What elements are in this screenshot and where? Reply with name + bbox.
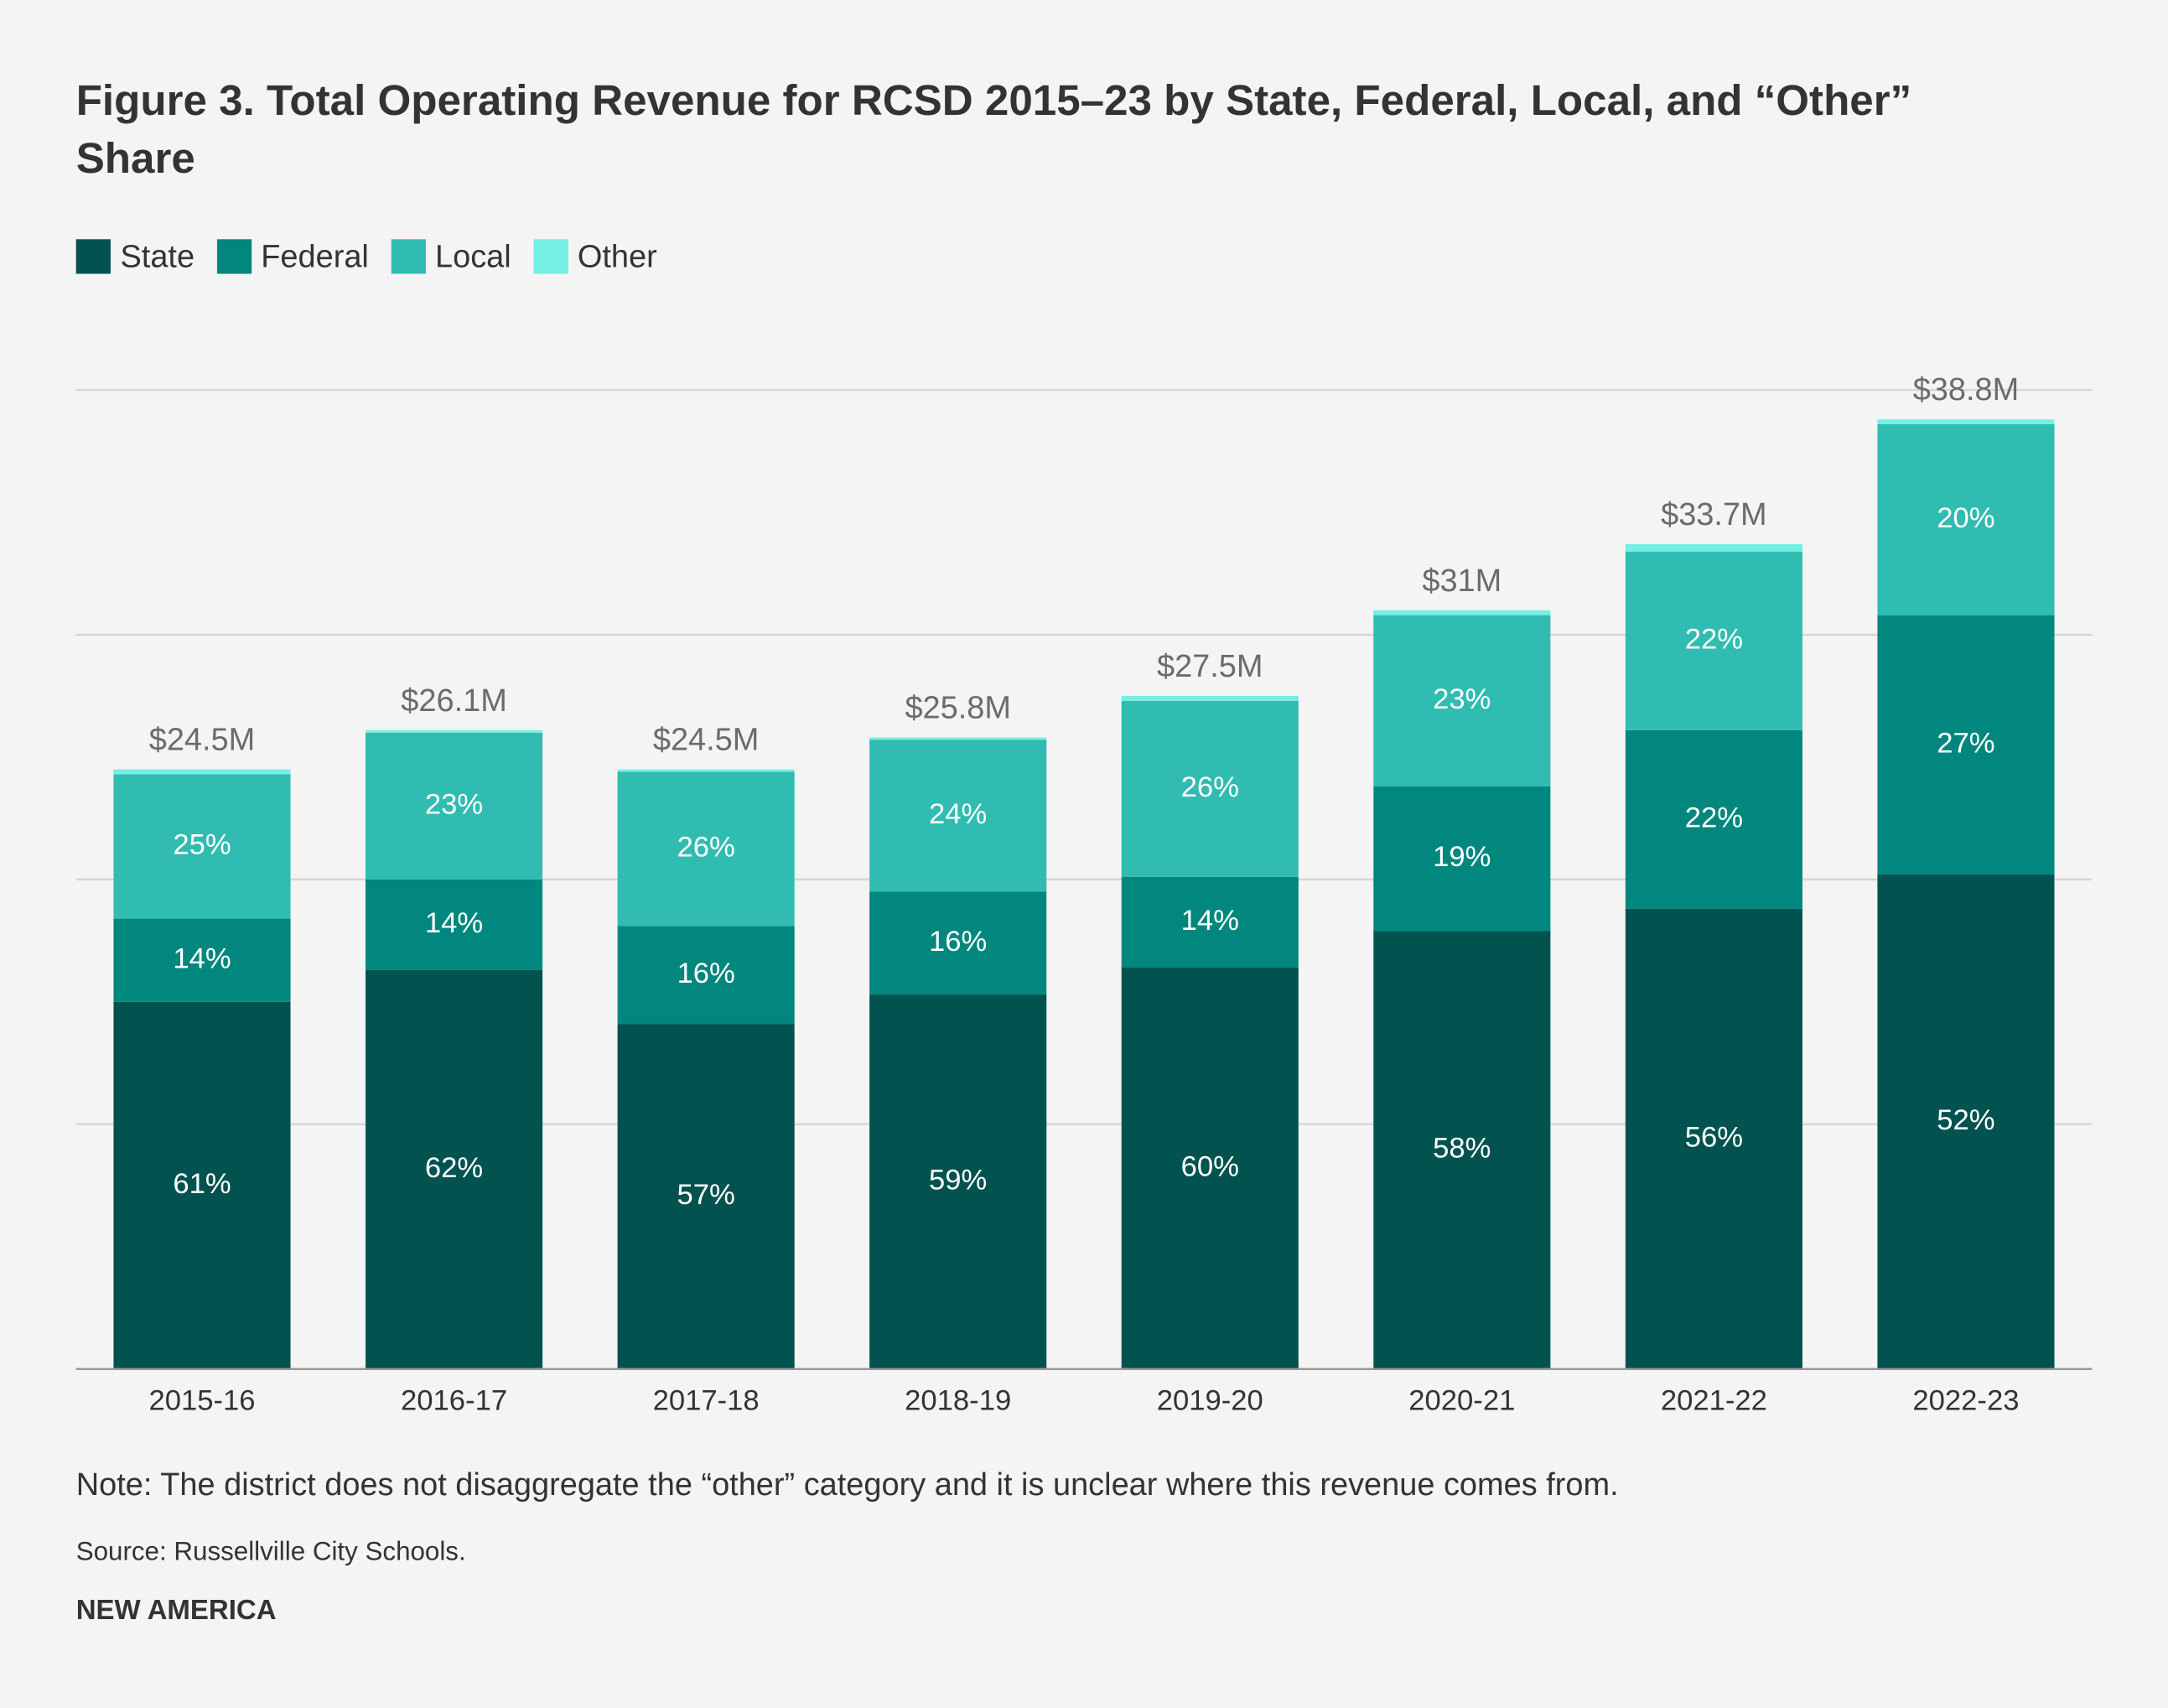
- share-label: 52%: [1937, 1104, 1994, 1136]
- bar-segment: [113, 1001, 291, 1369]
- bar-segment: [113, 918, 291, 1002]
- x-tick-label: 2017-18: [653, 1384, 760, 1416]
- share-label: 60%: [1181, 1150, 1239, 1182]
- bar-segment: [617, 1024, 795, 1369]
- bar-segment: [869, 737, 1047, 740]
- bar-segment: [1121, 876, 1299, 968]
- share-label: 16%: [677, 958, 734, 989]
- share-label: 62%: [425, 1152, 483, 1184]
- bar-segment: [1877, 615, 2055, 875]
- legend-item: Local: [391, 238, 511, 276]
- share-label: 20%: [1937, 502, 1994, 534]
- brand: NEW AMERICA: [75, 1596, 277, 1627]
- bar-segment: [1877, 875, 2055, 1369]
- bar-segment: [1121, 700, 1299, 877]
- bar-segment: [1373, 786, 1551, 932]
- x-tick-label: 2019-20: [1157, 1384, 1263, 1416]
- legend: State Federal Local Other: [75, 237, 657, 276]
- legend-swatch: [216, 239, 252, 274]
- x-tick-label: 2020-21: [1408, 1384, 1515, 1416]
- bar-segment: [1373, 615, 1551, 787]
- chart-title: Figure 3. Total Operating Revenue for RC…: [75, 75, 1912, 183]
- share-label: 25%: [173, 829, 231, 861]
- bar-segment: [366, 729, 543, 733]
- x-tick-label: 2018-19: [905, 1384, 1011, 1416]
- legend-swatch: [391, 239, 426, 274]
- bar-segment: [869, 891, 1047, 995]
- share-label: 57%: [677, 1179, 734, 1211]
- share-label: 14%: [173, 942, 231, 974]
- share-label: 26%: [677, 832, 734, 864]
- share-label: 22%: [1685, 802, 1743, 834]
- bar-segment: [366, 879, 543, 970]
- share-label: 56%: [1685, 1121, 1743, 1153]
- share-label: 27%: [1937, 727, 1994, 759]
- bar-segment: [1373, 931, 1551, 1369]
- bar-segment: [1625, 551, 1802, 730]
- share-label: 58%: [1433, 1133, 1491, 1165]
- share-label: 22%: [1685, 623, 1743, 655]
- share-label: 23%: [1433, 683, 1491, 715]
- x-tick-label: 2016-17: [401, 1384, 507, 1416]
- bar-segment: [617, 771, 795, 927]
- bar-segment: [1373, 610, 1551, 615]
- bar-segment: [113, 769, 291, 775]
- bar-segment: [1625, 908, 1802, 1369]
- bar-segment: [1877, 423, 2055, 615]
- note: Note: The district does not disaggregate…: [75, 1466, 1619, 1503]
- legend-label: State: [120, 237, 195, 274]
- bar-segment: [1877, 419, 2055, 424]
- total-label: $33.7M: [1661, 497, 1767, 532]
- total-label: $24.5M: [653, 723, 760, 758]
- legend-item: Federal: [216, 237, 369, 276]
- x-tick-label: 2021-22: [1661, 1384, 1767, 1416]
- bar-segment: [366, 969, 543, 1369]
- bar-segment: [617, 926, 795, 1025]
- legend-swatch: [75, 239, 111, 274]
- legend-item: Other: [533, 238, 657, 276]
- legend-swatch: [533, 239, 568, 274]
- x-tick-label: 2022-23: [1912, 1384, 2019, 1416]
- share-label: 61%: [173, 1168, 231, 1200]
- total-label: $27.5M: [1157, 649, 1263, 684]
- total-label: $38.8M: [1913, 372, 2020, 408]
- total-label: $25.8M: [905, 691, 1011, 726]
- legend-label: Other: [577, 237, 657, 274]
- total-label: $26.1M: [401, 683, 507, 719]
- legend-item: State: [75, 237, 195, 276]
- bar-segment: [113, 774, 291, 919]
- bar-segment: [1625, 729, 1802, 909]
- source: Source: Russellville City Schools.: [75, 1537, 466, 1567]
- share-label: 23%: [425, 788, 483, 820]
- bar-segment: [1121, 967, 1299, 1369]
- total-label: $31M: [1422, 563, 1502, 599]
- bar-segment: [366, 732, 543, 880]
- bar-segment: [869, 994, 1047, 1369]
- bar-segment: [1121, 695, 1299, 701]
- share-label: 14%: [1181, 905, 1239, 937]
- share-label: 14%: [425, 907, 483, 939]
- share-label: 24%: [929, 798, 987, 830]
- bar-segment: [1625, 543, 1802, 552]
- legend-label: Local: [435, 237, 511, 274]
- share-label: 59%: [929, 1165, 987, 1197]
- share-label: 16%: [929, 926, 987, 958]
- bar-segment: [617, 769, 795, 772]
- share-label: 19%: [1433, 841, 1491, 873]
- total-label: $24.5M: [149, 723, 256, 758]
- share-label: 26%: [1181, 771, 1239, 803]
- legend-label: Federal: [261, 237, 369, 274]
- x-tick-label: 2015-16: [148, 1384, 255, 1416]
- bar-segment: [869, 740, 1047, 892]
